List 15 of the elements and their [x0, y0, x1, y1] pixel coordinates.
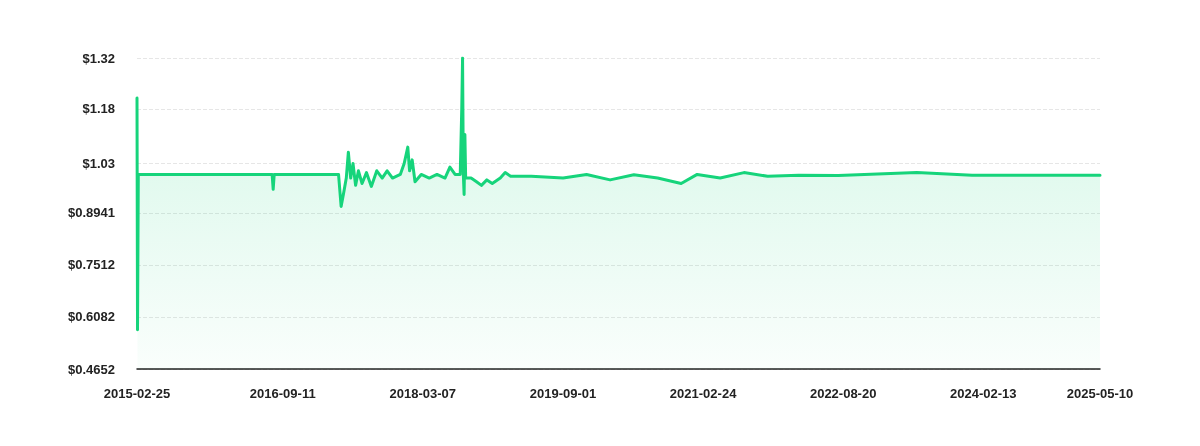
y-tick-label: $1.32 [82, 50, 115, 66]
x-tick-label: 2018-03-07 [389, 386, 457, 401]
y-tick-label: $0.8941 [68, 205, 115, 221]
y-tick-label: $1.03 [82, 156, 115, 172]
x-tick-label: 2025-05-10 [1066, 386, 1134, 401]
x-tick-label: 2024-02-13 [949, 386, 1017, 401]
x-tick-label: 2016-09-11 [249, 386, 316, 401]
x-tick-label: 2015-02-25 [103, 386, 171, 401]
x-tick-label: 2019-09-01 [529, 386, 597, 401]
x-tick-label: 2022-08-20 [809, 386, 877, 401]
y-tick-label: $0.7512 [68, 257, 115, 273]
y-tick-label: $0.6082 [68, 309, 115, 325]
y-tick-label: $1.18 [82, 101, 115, 117]
x-tick-label: 2021-02-24 [669, 386, 738, 401]
y-tick-label: $0.4652 [68, 361, 115, 377]
